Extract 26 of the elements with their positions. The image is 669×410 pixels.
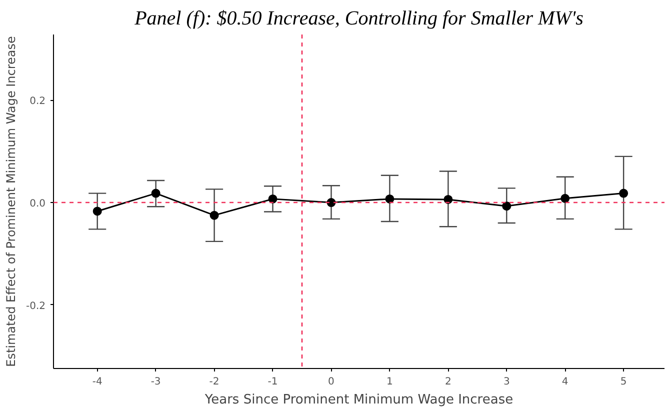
point (210, 210, 219, 220)
point (268, 194, 278, 204)
x-axis-title: Years Since Prominent Minimum Wage Increase (204, 392, 514, 408)
point (502, 202, 512, 211)
y-tick-label: 0.2 (30, 96, 46, 108)
x-tick-label: -3 (150, 376, 161, 388)
x-tick-label: 5 (620, 376, 627, 388)
y-tick-label: 0.0 (30, 198, 46, 210)
x-tick-label: 4 (562, 376, 568, 388)
x-tick-label: 3 (503, 376, 510, 388)
point (151, 188, 160, 198)
point (560, 194, 570, 203)
x-tick-label: 0 (328, 376, 334, 388)
point (619, 188, 628, 198)
y-tick-label: -0.2 (26, 300, 46, 312)
x-tick-label: -4 (92, 376, 102, 388)
x-tick-label: 2 (444, 376, 452, 388)
x-tick-label: -1 (268, 376, 278, 388)
point (385, 194, 394, 204)
point (444, 194, 453, 204)
point (326, 198, 336, 208)
x-tick-label: -2 (209, 376, 220, 388)
point (92, 206, 102, 216)
y-axis-title: Estimated Effect of Prominent Minimum Wage Increase (4, 36, 18, 367)
chart-title: Panel (f): $0.50 Increase, Controlling for Smaller MW's (134, 8, 584, 30)
x-tick-label: 1 (386, 376, 393, 388)
